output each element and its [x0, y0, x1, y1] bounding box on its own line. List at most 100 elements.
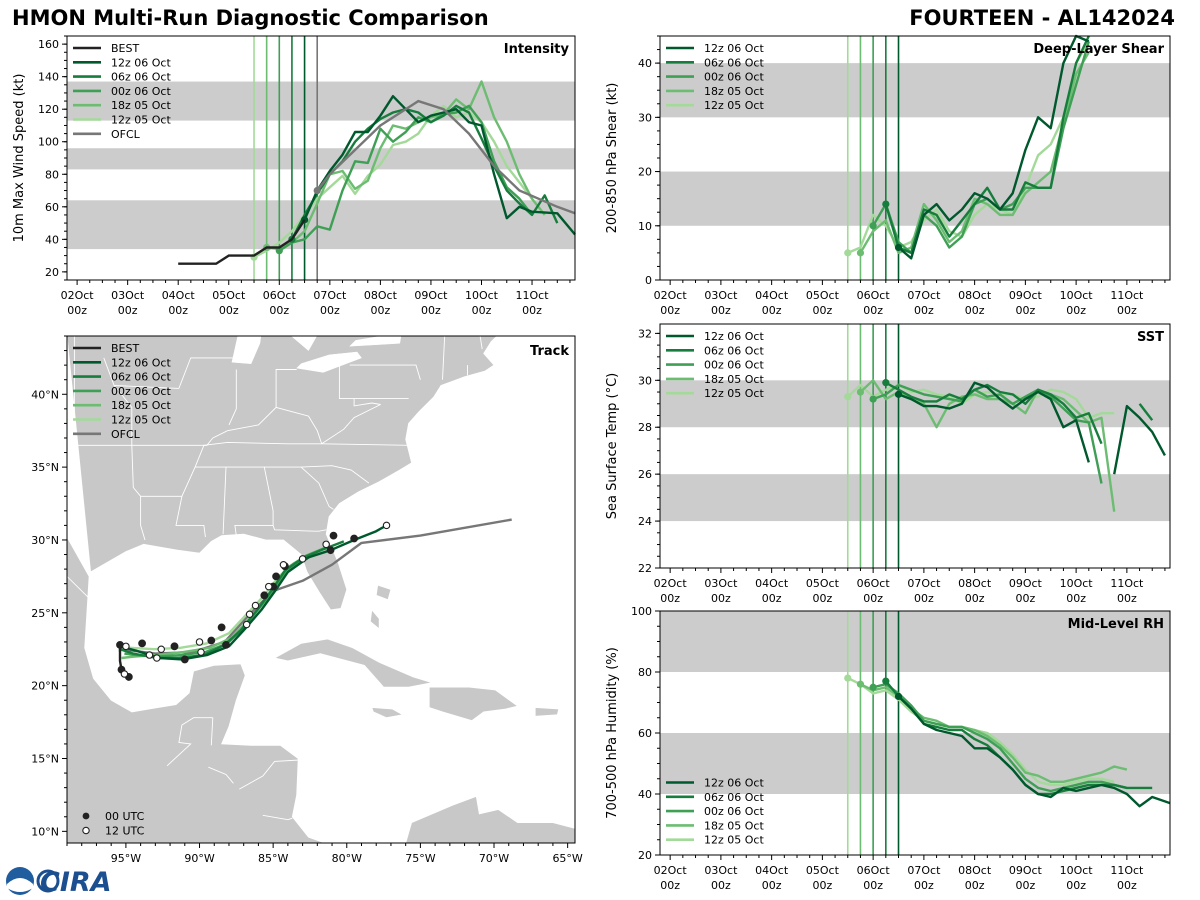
land-mass: [67, 336, 498, 611]
rh-legend-label: 12z 06 Oct: [704, 777, 764, 790]
rh-legend-label: 12z 05 Oct: [704, 834, 764, 847]
sst-ytick-label: 26: [638, 468, 652, 481]
rh-legend-label: 18z 05 Oct: [704, 819, 764, 832]
cira-globe-icon: [36, 869, 60, 893]
state-border: [67, 357, 133, 446]
track-ytick-label: 10°N: [31, 825, 59, 838]
rh-xtick-label: 08Oct: [958, 864, 992, 877]
intensity-ylabel: 10m Max Wind Speed (kt): [12, 74, 27, 243]
intensity-legend-label: 12z 06 Oct: [111, 56, 171, 69]
shear-init-marker: [882, 200, 890, 208]
rh-series-line: [847, 677, 1115, 787]
sst-legend-label: 12z 05 Oct: [704, 387, 764, 400]
shear-init-marker: [844, 249, 852, 257]
sst-ytick-label: 24: [638, 515, 652, 528]
rh-xtick-sublabel: 00z: [660, 879, 680, 892]
sst-xtick-label: 03Oct: [704, 577, 738, 590]
rh-legend-label: 00z 06 Oct: [704, 805, 764, 818]
rh-xtick-sublabel: 00z: [1015, 879, 1035, 892]
rh-xtick-sublabel: 00z: [1066, 879, 1086, 892]
sst-legend-label: 12z 06 Oct: [704, 330, 764, 343]
rh-xtick-sublabel: 00z: [863, 879, 883, 892]
rh-xtick-sublabel: 00z: [965, 879, 985, 892]
sst-init-marker: [869, 395, 877, 403]
noaa-icon-wave: [7, 878, 33, 892]
sst-ytick-label: 32: [638, 327, 652, 340]
sst-xtick-sublabel: 00z: [914, 592, 934, 605]
shear-xtick-label: 04Oct: [755, 289, 789, 302]
track-marker-legend-12: [82, 826, 90, 835]
sst-init-marker: [882, 379, 890, 387]
sst-panel: 22 24 26 28 30 32 02Oct 00z 03Oct 00z 04Oct 00z 05Oc…: [605, 323, 1171, 605]
track-marker-legend-label: 00 UTC: [105, 810, 145, 823]
track-marker-legend-00: [82, 812, 90, 820]
sst-xtick-label: 07Oct: [907, 577, 941, 590]
track-legend-label: 00z 06 Oct: [111, 385, 171, 398]
track-legend-label: 12z 05 Oct: [111, 414, 171, 427]
shear-xtick-label: 08Oct: [958, 289, 992, 302]
rh-xtick-label: 10Oct: [1060, 864, 1094, 877]
intensity-xtick-sublabel: 00z: [472, 304, 492, 317]
state-border: [353, 398, 381, 407]
sst-series-line: [898, 381, 1166, 475]
shear-series-line: [884, 35, 1090, 255]
land-mass: [375, 584, 392, 601]
track-frame: [66, 335, 576, 844]
rh-ytick-label: 80: [638, 666, 652, 679]
shear-band: [660, 63, 1170, 118]
intensity-xtick-label: 10Oct: [465, 289, 499, 302]
rh-xtick-label: 06Oct: [857, 864, 891, 877]
track-marker-00utc: [138, 639, 146, 648]
shear-xtick-sublabel: 00z: [1117, 304, 1137, 317]
sst-init-marker: [894, 390, 903, 398]
sst-xtick-label: 09Oct: [1009, 577, 1043, 590]
track-series-line: [119, 524, 388, 661]
shear-xtick-sublabel: 00z: [812, 304, 832, 317]
land-mass: [67, 536, 325, 843]
rh-title: Mid-Level RH: [1068, 617, 1164, 632]
track-legend-label: 18z 05 Oct: [111, 399, 171, 412]
land-mass: [273, 638, 433, 688]
state-border: [321, 404, 381, 445]
rh-xtick-sublabel: 00z: [914, 879, 934, 892]
sst-series-line: [859, 379, 1116, 512]
intensity-xtick-sublabel: 00z: [219, 304, 239, 317]
state-border: [275, 369, 297, 408]
rh-init-marker: [882, 677, 890, 685]
track-ytick-label: 30°N: [31, 534, 59, 547]
shear-series-line: [859, 51, 1090, 255]
track-marker-12utc: [245, 610, 254, 619]
state-border: [349, 364, 421, 380]
track-xtick-label: 65°W: [552, 852, 582, 865]
track-marker-00utc: [260, 591, 269, 600]
state-border: [338, 365, 409, 400]
state-border: [195, 465, 370, 484]
cira-logo: CIRA: [6, 867, 112, 898]
shear-legend-label: 06z 06 Oct: [704, 56, 764, 69]
track-marker-12utc: [120, 670, 129, 678]
shear-series-line: [897, 34, 1090, 260]
intensity-ytick-label: 40: [45, 233, 59, 246]
track-xtick-label: 75°W: [405, 852, 435, 865]
state-border: [203, 441, 409, 446]
rh-xtick-sublabel: 00z: [1117, 879, 1137, 892]
shear-xtick-sublabel: 00z: [1015, 304, 1035, 317]
intensity-xtick-sublabel: 00z: [421, 304, 441, 317]
sst-xtick-sublabel: 00z: [965, 592, 985, 605]
shear-xtick-label: 03Oct: [704, 289, 738, 302]
intensity-series-line: [266, 80, 546, 251]
shear-band: [660, 171, 1170, 226]
track-title: Track: [530, 344, 569, 359]
track-marker-12utc: [279, 560, 288, 569]
shear-ytick-label: 0: [645, 274, 652, 287]
rh-xtick-label: 07Oct: [907, 864, 941, 877]
sst-ylabel: Sea Surface Temp (°C): [605, 373, 620, 520]
intensity-band: [67, 200, 575, 250]
state-border: [239, 759, 300, 790]
intensity-xtick-label: 09Oct: [414, 289, 448, 302]
track-marker-00utc: [222, 640, 230, 649]
rh-series-line: [897, 695, 1171, 808]
figure-title: HMON Multi-Run Diagnostic Comparison: [12, 6, 489, 30]
storm-id: FOURTEEN - AL142024: [909, 6, 1175, 30]
